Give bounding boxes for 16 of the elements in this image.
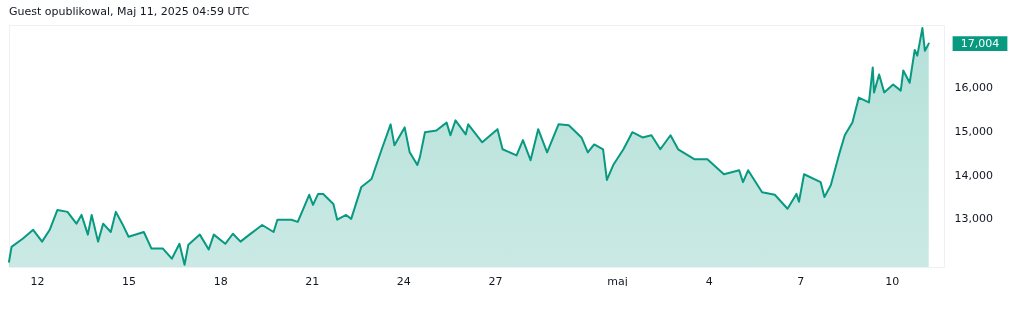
x-tick-label: 4 (705, 274, 713, 288)
annotation: 17,004 (960, 36, 1000, 50)
y-tick-label: 13,000 (954, 212, 993, 226)
x-tick-label: 21 (305, 274, 320, 288)
x-tick-label: 15 (122, 274, 137, 288)
x-tick-label: 10 (885, 274, 900, 288)
x-tick-label: maj (607, 274, 628, 288)
x-tick-label: 27 (488, 274, 503, 288)
x-tick-label: 18 (213, 274, 228, 288)
x-tick-label: 12 (30, 274, 45, 288)
x-tick-label: 24 (396, 274, 411, 288)
y-tick-label: 14,000 (954, 168, 993, 182)
y-tick-label: 15,000 (954, 124, 993, 138)
chart-title: Guest opublikowal, Maj 11, 2025 04:59 UTC (9, 5, 250, 18)
y-tick-label: 16,000 (954, 81, 993, 95)
x-tick-label: 7 (797, 274, 805, 288)
